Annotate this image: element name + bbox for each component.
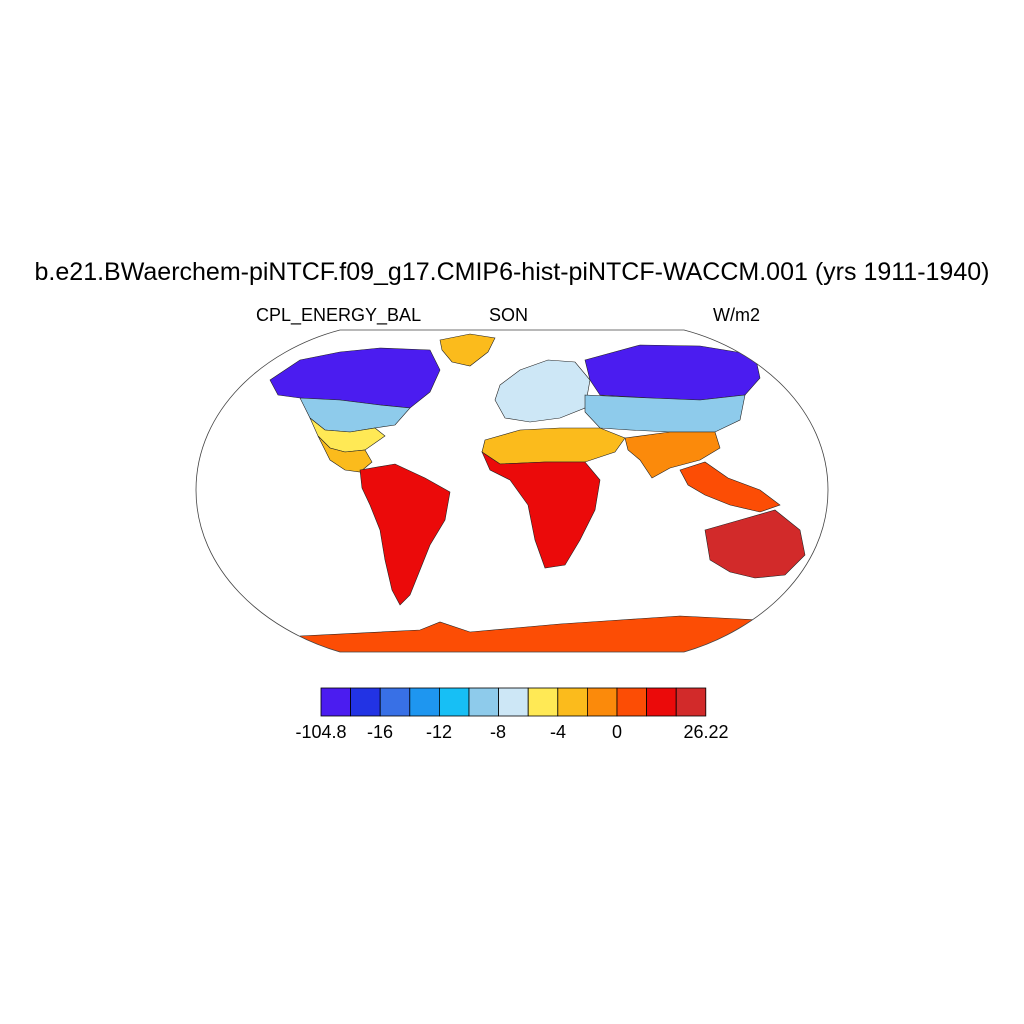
region-australia — [704, 509, 806, 579]
colorbar-tick-label: 0 — [611, 722, 623, 742]
region-india-china-south — [624, 431, 721, 479]
colorbar-tick-label: -104.8 — [295, 722, 347, 742]
colorbar-tick-label: -16 — [366, 722, 394, 742]
region-southeast-asia — [679, 461, 781, 513]
colorbar-box-0 — [320, 687, 352, 717]
region-europe — [494, 359, 591, 423]
colorbar-box-3 — [409, 687, 440, 717]
colorbar-box-2 — [379, 687, 411, 717]
colorbar-box-5 — [468, 687, 500, 717]
colorbar-box-4 — [438, 687, 470, 717]
colorbar-box-6 — [498, 687, 529, 717]
region-south-america — [359, 463, 451, 606]
page-title: b.e21.BWaerchem-piNTCF.f09_g17.CMIP6-his… — [34, 258, 990, 286]
land-layer — [269, 333, 828, 652]
region-antarctica — [299, 615, 828, 652]
region-asia-mid — [584, 394, 746, 433]
region-africa-central — [481, 451, 601, 569]
region-russia-north — [584, 344, 761, 401]
season-label: SON — [489, 305, 529, 325]
colorbar-box-8 — [557, 687, 588, 717]
region-greenland — [439, 333, 496, 367]
region-sahara — [481, 427, 626, 465]
colorbar-tick-label: -8 — [489, 722, 507, 742]
colorbar-box-1 — [350, 687, 381, 717]
colorbar-box-7 — [527, 687, 559, 717]
colorbar-box-11 — [646, 687, 677, 717]
units-label: W/m2 — [713, 305, 760, 325]
colorbar-box-12 — [675, 687, 707, 717]
variable-label: CPL_ENERGY_BAL — [256, 305, 422, 325]
region-central-america — [317, 435, 373, 473]
colorbar — [320, 687, 707, 717]
colorbar-box-10 — [616, 687, 648, 717]
map-outline — [195, 329, 829, 653]
colorbar-box-9 — [587, 687, 618, 717]
colorbar-tick-label: -12 — [425, 722, 453, 742]
region-north-america-north — [269, 347, 441, 409]
colorbar-tick-label: -4 — [549, 722, 567, 742]
colorbar-tick-label: 26.22 — [683, 722, 729, 742]
